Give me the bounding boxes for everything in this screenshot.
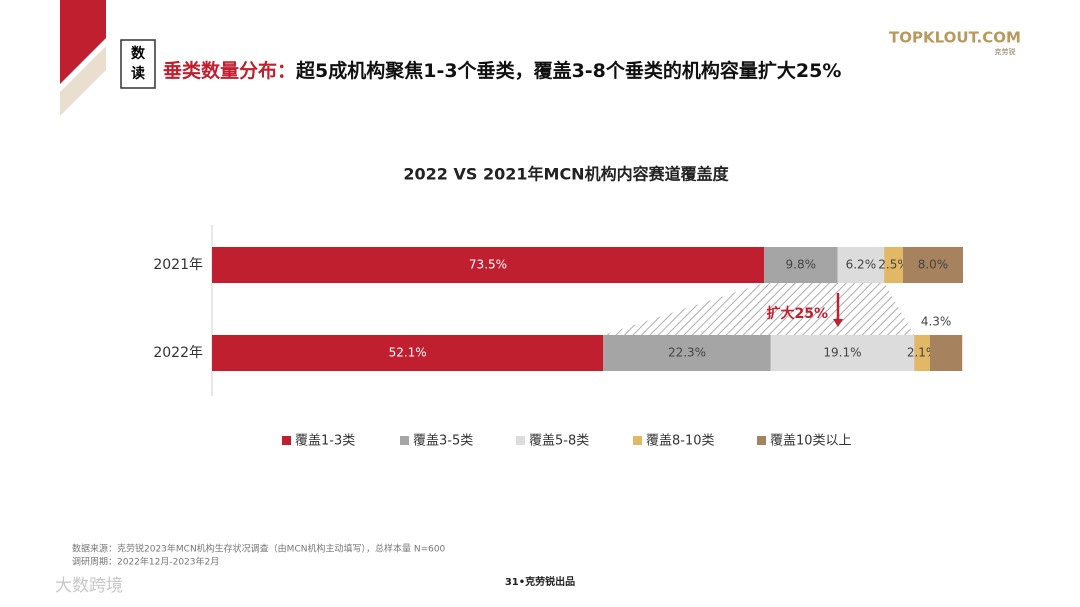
legend-swatch [633, 436, 642, 445]
legend-label: 覆盖5-8类 [529, 434, 589, 449]
period: 调研周期：2022年12月-2023年2月 [72, 556, 219, 568]
legend-swatch [516, 436, 525, 445]
value-label: 6.2% [846, 258, 877, 272]
tag: 数 [131, 45, 146, 62]
chart-title: 2022 VS 2021年MCN机构内容赛道覆盖度 [403, 165, 729, 184]
value-label: 73.5% [469, 258, 507, 272]
watermark: 大数跨境 [55, 576, 123, 596]
legend-label: 覆盖1-3类 [295, 434, 355, 449]
bar-segment [884, 247, 903, 283]
bar-segment [837, 247, 885, 283]
bar-segment [902, 247, 963, 283]
source: 数据来源：克劳锐2023年MCN机构生存状况调查（由MCN机构主动填写），总样本… [72, 543, 446, 555]
value-label: 52.1% [389, 346, 427, 360]
bar-segment [914, 335, 930, 371]
legend-swatch [400, 436, 409, 445]
legend-swatch [282, 436, 291, 445]
logo-sub: 克劳锐 [995, 47, 1016, 56]
bar-segment [929, 335, 963, 371]
corner-decoration [60, 46, 106, 116]
value-label: 8.0% [918, 258, 949, 272]
value-label: 9.8% [786, 258, 817, 272]
logo: TOPKLOUT.COM [889, 29, 1021, 47]
bar-segment [770, 335, 915, 371]
bar-segment [212, 335, 604, 371]
tag-box [120, 39, 156, 89]
legend-label: 覆盖10类以上 [770, 434, 852, 449]
headline-rest: 超5成机构聚焦1-3个垂类，覆盖3-8个垂类的机构容量扩大25% [295, 59, 841, 82]
bar-segment [763, 247, 838, 283]
headline-lead: 垂类数量分布： [163, 59, 296, 82]
value-label: 2.1% [907, 346, 938, 360]
value-label: 4.3% [921, 315, 952, 329]
category-label: 2021年 [153, 257, 203, 273]
plot: 2021年 73.5% 9.8% 6.2% 2.5% 8.0% 2022年 52.1% 22.3… [153, 247, 963, 449]
annotation: 扩大25% [766, 305, 828, 322]
headline: 垂类数量分布：超5成机构聚焦1-3个垂类，覆盖3-8个垂类的机构容量扩大25% [163, 59, 841, 82]
value-label: 22.3% [668, 346, 706, 360]
bar-segment [212, 247, 764, 283]
bar-segment [603, 335, 771, 371]
category-label: 2022年 [153, 345, 203, 361]
tag: 读 [131, 65, 145, 82]
value-label: 2.5% [878, 258, 909, 272]
legend-label: 覆盖3-5类 [413, 434, 473, 449]
corner-decoration [60, 0, 106, 84]
page-number: 31•克劳锐出品 [505, 575, 575, 588]
legend-swatch [757, 436, 766, 445]
value-label: 19.1% [823, 346, 861, 360]
legend-label: 覆盖8-10类 [646, 434, 715, 449]
annotation-arrowhead [833, 319, 843, 327]
